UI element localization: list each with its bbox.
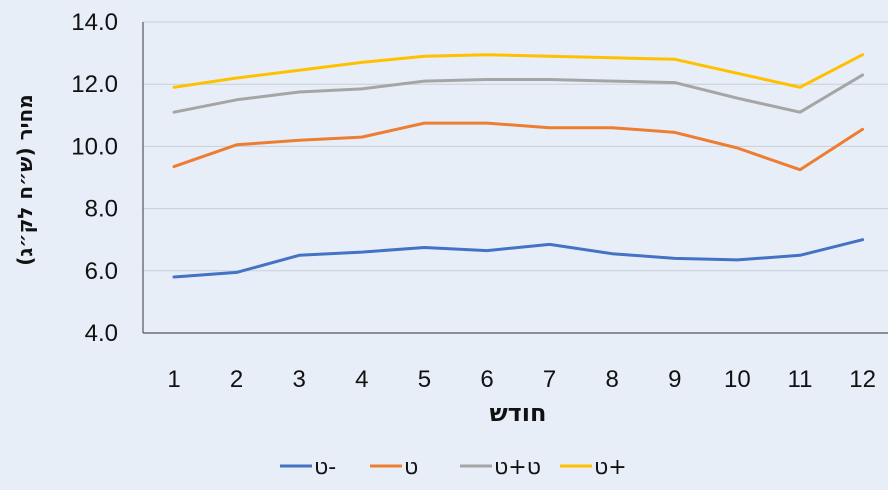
legend-label: ט xyxy=(404,455,418,480)
y-tick-label: 12.0 xyxy=(71,71,118,98)
y-tick-label: 8.0 xyxy=(85,196,118,223)
x-tick-label: 7 xyxy=(543,366,556,393)
x-tick-label: 10 xyxy=(724,366,751,393)
x-tick-label: 11 xyxy=(788,366,813,393)
legend: ט- ט ט+ט ט+ xyxy=(280,455,627,480)
legend-label: ט- xyxy=(314,455,336,480)
y-axis-title: מחיר (ש״ח לק״ג) xyxy=(13,94,37,265)
y-tick-label: 14.0 xyxy=(71,9,118,36)
series-line xyxy=(172,121,865,172)
x-tick-label: 12 xyxy=(849,366,876,393)
y-tick-labels: 4.0 6.0 8.0 10.0 12.0 14.0 xyxy=(71,9,118,347)
x-tick-label: 2 xyxy=(230,366,243,393)
x-tick-label: 6 xyxy=(480,366,493,393)
legend-label: ט+ט xyxy=(494,455,541,480)
legend-label: ט+ xyxy=(594,455,627,480)
x-tick-label: 8 xyxy=(606,366,619,393)
series-lines xyxy=(172,53,865,279)
x-tick-labels: 1 2 3 4 5 6 7 8 9 10 11 12 xyxy=(167,366,876,393)
y-tick-label: 4.0 xyxy=(85,320,118,347)
x-tick-label: 4 xyxy=(355,366,368,393)
y-tick-label: 10.0 xyxy=(71,133,118,160)
series-line xyxy=(172,238,865,279)
x-tick-label: 3 xyxy=(293,366,306,393)
x-tick-label: 5 xyxy=(418,366,431,393)
series-line xyxy=(172,73,865,114)
x-axis-title: חודש xyxy=(489,399,546,427)
x-tick-label: 9 xyxy=(668,366,681,393)
gridlines xyxy=(143,21,888,272)
y-tick-label: 6.0 xyxy=(85,258,118,285)
x-tick-label: 1 xyxy=(167,366,180,393)
axes xyxy=(142,22,888,334)
series-line xyxy=(172,53,865,89)
